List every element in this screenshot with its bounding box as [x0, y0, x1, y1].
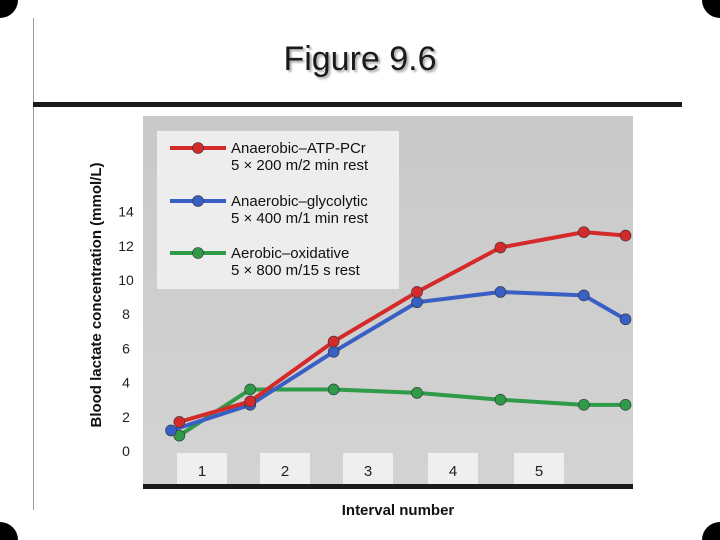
data-point: [619, 229, 632, 242]
x-tick-label: 2: [281, 463, 289, 480]
y-tick-label: 6: [122, 340, 130, 356]
data-point: [327, 335, 340, 348]
x-tick-label: 3: [364, 463, 372, 480]
y-tick-label: 0: [122, 443, 130, 459]
slide-title: Figure 9.6: [283, 40, 437, 78]
slide-frame-line: [33, 18, 34, 510]
legend-series-detail: 5 × 200 m/2 min rest: [231, 157, 369, 174]
legend-series-name: Anaerobic–ATP-PCr: [231, 140, 366, 157]
y-axis-label: Blood lactate concentration (mmol/L): [88, 162, 105, 427]
interval-box: [514, 453, 564, 484]
data-point: [173, 429, 186, 442]
data-point: [411, 286, 423, 298]
data-point: [494, 241, 507, 254]
interval-box: [343, 453, 393, 484]
legend-box: [157, 131, 399, 289]
data-point: [165, 424, 177, 437]
legend-series-detail: 5 × 400 m/1 min rest: [231, 210, 369, 227]
data-point: [411, 387, 423, 399]
y-tick-label: 10: [118, 272, 134, 288]
title-rule: [33, 102, 682, 107]
data-point: [327, 346, 340, 358]
x-tick-label: 5: [535, 463, 543, 480]
corner-bottom-right: [702, 522, 720, 540]
x-tick-label: 4: [449, 463, 457, 480]
legend-swatch-marker: [192, 195, 204, 207]
y-tick-label: 14: [118, 204, 134, 220]
data-point: [619, 399, 632, 411]
data-point: [244, 383, 257, 396]
y-tick-label: 2: [122, 409, 130, 425]
data-point: [494, 393, 507, 406]
x-axis-bar: [143, 484, 633, 489]
interval-box: [260, 453, 310, 484]
data-point: [578, 289, 590, 302]
data-point: [173, 416, 186, 428]
y-tick-label: 4: [122, 375, 130, 391]
data-point: [411, 296, 423, 309]
data-point: [619, 313, 632, 326]
legend-swatch-marker: [192, 247, 204, 259]
x-tick-label: 1: [198, 463, 206, 480]
y-tick-label: 8: [122, 306, 130, 322]
y-tick-label: 12: [118, 238, 134, 254]
data-point: [327, 383, 340, 396]
data-point: [494, 286, 507, 298]
interval-box: [177, 453, 227, 484]
x-axis-label: Interval number: [342, 502, 455, 519]
legend-swatch-marker: [192, 142, 204, 154]
legend-series-name: Aerobic–oxidative: [231, 245, 349, 262]
legend-series-name: Anaerobic–glycolytic: [231, 193, 368, 210]
data-point: [244, 395, 257, 408]
data-point: [578, 226, 590, 238]
interval-box: [428, 453, 478, 484]
legend-series-detail: 5 × 800 m/15 s rest: [231, 262, 361, 279]
data-point: [578, 399, 590, 411]
